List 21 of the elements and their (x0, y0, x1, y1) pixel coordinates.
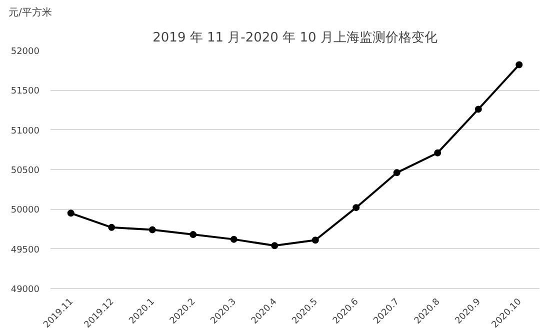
point (352, 204, 360, 212)
y-tick-label: 49500 (10, 245, 40, 256)
y-tick-label: 52000 (10, 47, 40, 57)
chart-title: 2019 年 11 月-2020 年 10 月上海监测价格变化 (152, 30, 438, 46)
point (516, 61, 523, 68)
point (230, 236, 238, 243)
point (108, 224, 116, 231)
point (393, 169, 400, 176)
y-tick-label: 50000 (10, 206, 40, 216)
point (474, 106, 482, 113)
point (190, 231, 197, 238)
point (434, 149, 442, 156)
point (312, 236, 319, 244)
y-tick-label: 49000 (10, 285, 40, 295)
y-axis-title: 元/平方米 (8, 6, 52, 18)
point (148, 226, 156, 234)
y-tick-label: 50500 (10, 166, 40, 176)
point (67, 210, 74, 217)
y-tick-label: 51000 (10, 126, 40, 136)
point (271, 242, 278, 250)
y-tick-label: 51500 (10, 86, 40, 97)
